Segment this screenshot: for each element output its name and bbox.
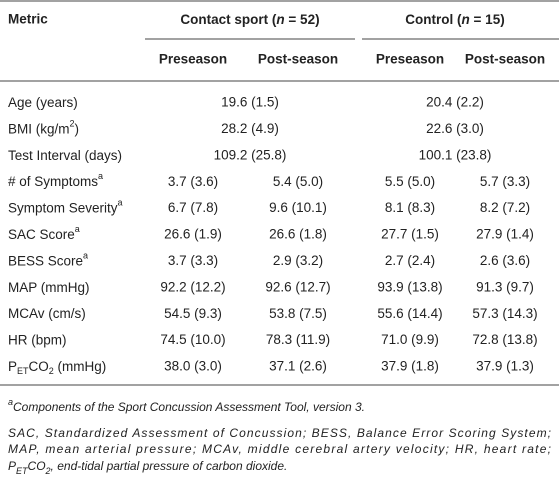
cell-value: 22.6 (3.0) [426, 121, 484, 136]
cell-value: 9.6 (10.1) [269, 200, 327, 215]
cell-value: 78.3 (11.9) [266, 332, 330, 347]
column-header: Preseason [376, 52, 444, 67]
text-run: Test Interval (days) [8, 147, 122, 162]
cell-value: 72.8 (13.8) [472, 332, 537, 347]
text-run: ET [16, 466, 29, 476]
cell-value: 26.6 (1.9) [164, 227, 222, 242]
cell-value: 57.3 (14.3) [472, 306, 537, 321]
cell-value: 2.9 (3.2) [273, 253, 323, 268]
cell-value: 8.1 (8.3) [385, 200, 435, 215]
cell-value: 38.0 (3.0) [164, 359, 222, 374]
text-run: P [8, 459, 16, 473]
cell-value: 6.7 (7.8) [168, 200, 218, 215]
column-header: Post-season [465, 52, 545, 67]
row-label: Test Interval (days) [8, 147, 122, 162]
row-label: SAC Scorea [8, 224, 80, 241]
footnote: SAC, Standardized Assessment of Concussi… [8, 426, 551, 440]
cell-value: 93.9 (13.8) [377, 279, 442, 294]
group-header: Contact sport (n = 52) [180, 12, 319, 27]
cell-value: 3.7 (3.6) [168, 174, 218, 189]
text-run: Age (years) [8, 95, 78, 110]
text-run: a [83, 251, 88, 261]
text-run: CO [29, 359, 49, 374]
group-header: Control (n = 15) [405, 12, 504, 27]
metric-header: Metric [8, 12, 48, 27]
column-header: Post-season [258, 52, 338, 67]
cell-value: 27.9 (1.4) [476, 227, 534, 242]
row-label: # of Symptomsa [8, 172, 103, 189]
text-run: Components of the Sport Concussion Asses… [13, 400, 365, 414]
row-label: Symptom Severitya [8, 198, 123, 215]
footnote: MAP, mean arterial pressure; MCAv, middl… [8, 442, 551, 456]
text-run: = 15) [470, 12, 505, 27]
text-run: a [118, 198, 123, 208]
text-run: = 52) [285, 12, 320, 27]
text-run: n [276, 12, 284, 27]
cell-value: 100.1 (23.8) [419, 147, 492, 162]
text-run: SAC Score [8, 227, 75, 242]
cell-value: 26.6 (1.8) [269, 227, 327, 242]
cell-value: 3.7 (3.3) [168, 253, 218, 268]
cell-value: 53.8 (7.5) [269, 306, 327, 321]
text-run: P [8, 359, 17, 374]
text-run: a [75, 224, 80, 234]
text-run: HR (bpm) [8, 332, 67, 347]
cell-value: 27.7 (1.5) [381, 227, 439, 242]
text-run: ET [17, 366, 29, 376]
text-run: MCAv (cm/s) [8, 306, 86, 321]
cell-value: 92.6 (12.7) [265, 279, 330, 294]
footnote: PETCO2, end-tidal partial pressure of ca… [8, 459, 287, 476]
text-run: Contact sport ( [180, 12, 277, 27]
text-run: a [98, 172, 103, 182]
cell-value: 5.7 (3.3) [480, 174, 530, 189]
footnote: aComponents of the Sport Concussion Asse… [8, 397, 365, 414]
cell-value: 71.0 (9.9) [381, 332, 439, 347]
cell-value: 5.5 (5.0) [385, 174, 435, 189]
cell-value: 91.3 (9.7) [476, 279, 534, 294]
text-run: , end-tidal partial pressure of carbon d… [51, 459, 288, 473]
text-run: BMI (kg/m [8, 121, 70, 136]
cell-value: 74.5 (10.0) [160, 332, 225, 347]
text-run: 2 [49, 366, 54, 376]
cell-value: 8.2 (7.2) [480, 200, 530, 215]
row-label: PETCO2 (mmHg) [8, 359, 106, 377]
cell-value: 55.6 (14.4) [377, 306, 442, 321]
cell-value: 37.1 (2.6) [269, 359, 327, 374]
text-run: Symptom Severity [8, 200, 118, 215]
cell-value: 2.7 (2.4) [385, 253, 435, 268]
cell-value: 28.2 (4.9) [221, 121, 279, 136]
row-label: MAP (mmHg) [8, 279, 90, 294]
cell-value: 5.4 (5.0) [273, 174, 323, 189]
text-run: a [8, 397, 13, 407]
cell-value: 109.2 (25.8) [214, 147, 287, 162]
cell-value: 37.9 (1.3) [476, 359, 534, 374]
text-run: BESS Score [8, 253, 83, 268]
text-run: CO [28, 459, 46, 473]
cell-value: 19.6 (1.5) [221, 95, 279, 110]
text-run: 2 [70, 119, 75, 129]
text-run: n [462, 12, 470, 27]
text-run: # of Symptoms [8, 174, 98, 189]
row-label: Age (years) [8, 95, 78, 110]
column-header: Preseason [159, 52, 227, 67]
row-label: MCAv (cm/s) [8, 306, 86, 321]
row-label: BESS Scorea [8, 251, 88, 268]
text-run: 2 [45, 466, 51, 476]
text-run: Control ( [405, 12, 462, 27]
cell-value: 20.4 (2.2) [426, 95, 484, 110]
text-run: MAP (mmHg) [8, 279, 90, 294]
row-label: HR (bpm) [8, 332, 67, 347]
cell-value: 54.5 (9.3) [164, 306, 222, 321]
text-run: ) [75, 121, 80, 136]
row-label: BMI (kg/m2) [8, 119, 79, 136]
text-run: MAP, mean arterial pressure; MCAv, middl… [8, 442, 551, 456]
cell-value: 92.2 (12.2) [160, 279, 225, 294]
text-run: SAC, Standardized Assessment of Concussi… [8, 426, 551, 440]
cell-value: 37.9 (1.8) [381, 359, 439, 374]
cell-value: 2.6 (3.6) [480, 253, 530, 268]
text-run: (mmHg) [54, 359, 107, 374]
